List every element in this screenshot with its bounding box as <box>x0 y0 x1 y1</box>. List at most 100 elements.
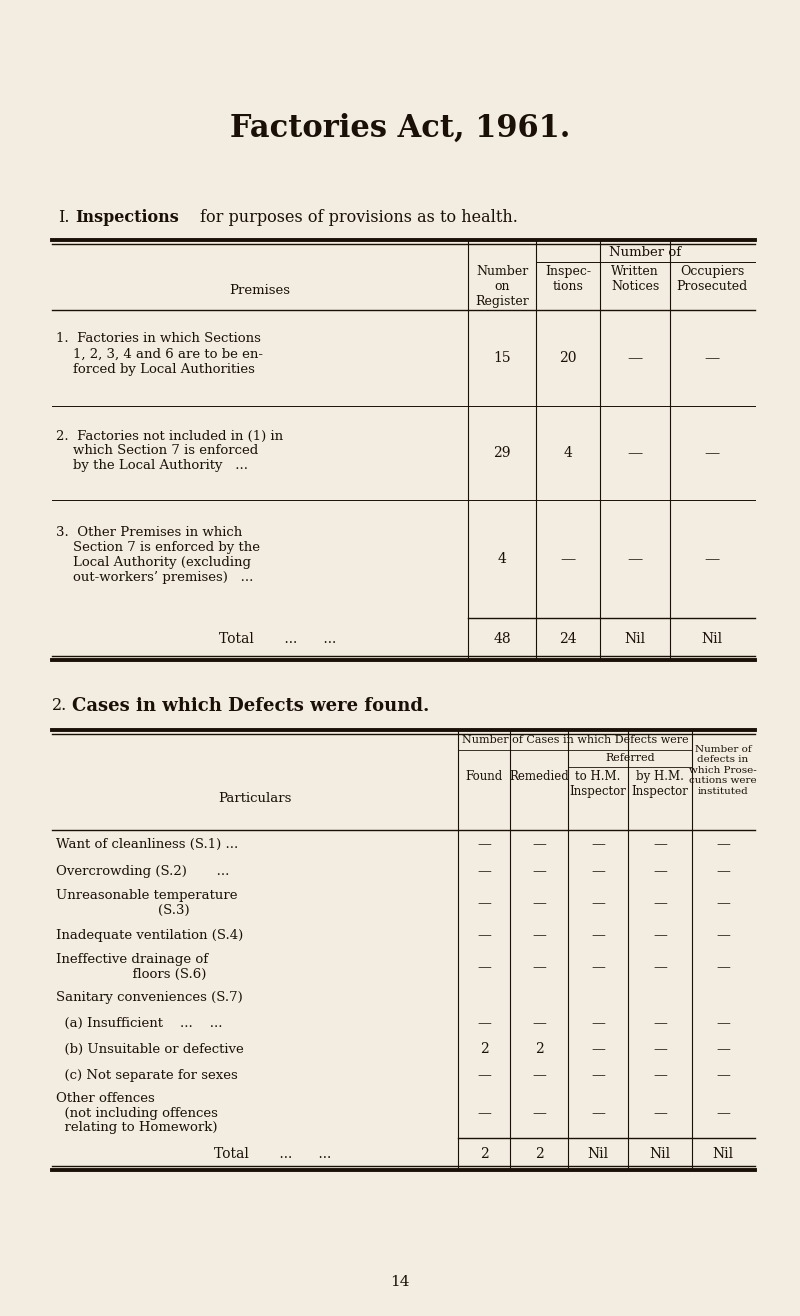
Text: I.: I. <box>58 209 70 226</box>
Text: —: — <box>477 928 491 942</box>
Text: 1.  Factories in which Sections
    1, 2, 3, 4 and 6 are to be en-
    forced by: 1. Factories in which Sections 1, 2, 3, … <box>56 333 263 375</box>
Text: —: — <box>591 1016 605 1030</box>
Text: —: — <box>591 1105 605 1120</box>
Text: —: — <box>591 1042 605 1055</box>
Text: —: — <box>653 1042 667 1055</box>
Text: by H.M.
Inspector: by H.M. Inspector <box>631 770 689 797</box>
Text: Inspections: Inspections <box>75 209 178 226</box>
Text: 48: 48 <box>493 632 511 646</box>
Text: —: — <box>653 837 667 851</box>
Text: —: — <box>532 1105 546 1120</box>
Text: Number
on
Register: Number on Register <box>475 265 529 308</box>
Text: for purposes of provisions as to health.: for purposes of provisions as to health. <box>200 209 518 226</box>
Text: Total       ...      ...: Total ... ... <box>214 1148 332 1161</box>
Text: Nil: Nil <box>702 632 722 646</box>
Text: —: — <box>532 959 546 974</box>
Text: 2: 2 <box>534 1042 543 1055</box>
Text: Ineffective drainage of
                  floors (S.6): Ineffective drainage of floors (S.6) <box>56 953 208 980</box>
Text: Written
Notices: Written Notices <box>611 265 659 293</box>
Text: —: — <box>477 1016 491 1030</box>
Text: —: — <box>653 896 667 909</box>
Text: Sanitary conveniences (S.7): Sanitary conveniences (S.7) <box>56 991 242 1004</box>
Text: —: — <box>653 959 667 974</box>
Text: Want of cleanliness (S.1) ...: Want of cleanliness (S.1) ... <box>56 837 238 850</box>
Text: —: — <box>716 837 730 851</box>
Text: Number of: Number of <box>609 246 681 258</box>
Text: —: — <box>704 551 720 566</box>
Text: —: — <box>716 1016 730 1030</box>
Text: —: — <box>653 928 667 942</box>
Text: 20: 20 <box>559 351 577 365</box>
Text: —: — <box>716 1105 730 1120</box>
Text: Occupiers
Prosecuted: Occupiers Prosecuted <box>676 265 748 293</box>
Text: 14: 14 <box>390 1275 410 1288</box>
Text: to H.M.
Inspector: to H.M. Inspector <box>570 770 626 797</box>
Text: 3.  Other Premises in which
    Section 7 is enforced by the
    Local Authority: 3. Other Premises in which Section 7 is … <box>56 526 260 584</box>
Text: —: — <box>704 351 720 365</box>
Text: 2.  Factories not included in (1) in
    which Section 7 is enforced
    by the : 2. Factories not included in (1) in whic… <box>56 429 283 472</box>
Text: —: — <box>532 896 546 909</box>
Text: Unreasonable temperature
                        (S.3): Unreasonable temperature (S.3) <box>56 890 238 917</box>
Text: —: — <box>477 959 491 974</box>
Text: Nil: Nil <box>650 1148 670 1161</box>
Text: 2: 2 <box>480 1042 488 1055</box>
Text: —: — <box>477 1069 491 1082</box>
Text: —: — <box>591 959 605 974</box>
Text: 4: 4 <box>498 551 506 566</box>
Text: —: — <box>477 865 491 878</box>
Text: —: — <box>532 837 546 851</box>
Text: —: — <box>653 865 667 878</box>
Text: —: — <box>716 1069 730 1082</box>
Text: —: — <box>627 446 642 461</box>
Text: —: — <box>532 865 546 878</box>
Text: Total       ...      ...: Total ... ... <box>219 632 337 646</box>
Text: —: — <box>627 551 642 566</box>
Text: —: — <box>477 837 491 851</box>
Text: —: — <box>591 865 605 878</box>
Text: Found: Found <box>466 770 502 783</box>
Text: —: — <box>591 896 605 909</box>
Text: —: — <box>532 1016 546 1030</box>
Text: —: — <box>653 1069 667 1082</box>
Text: —: — <box>627 351 642 365</box>
Text: 2: 2 <box>480 1148 488 1161</box>
Text: 24: 24 <box>559 632 577 646</box>
Text: —: — <box>704 446 720 461</box>
Text: Nil: Nil <box>625 632 646 646</box>
Text: 4: 4 <box>563 446 573 461</box>
Text: 2: 2 <box>534 1148 543 1161</box>
Text: (c) Not separate for sexes: (c) Not separate for sexes <box>56 1069 238 1082</box>
Text: —: — <box>653 1105 667 1120</box>
Text: Inspec-
tions: Inspec- tions <box>545 265 591 293</box>
Text: (a) Insufficient    ...    ...: (a) Insufficient ... ... <box>56 1016 222 1029</box>
Text: —: — <box>716 1042 730 1055</box>
Text: Factories Act, 1961.: Factories Act, 1961. <box>230 112 570 143</box>
Text: (b) Unsuitable or defective: (b) Unsuitable or defective <box>56 1042 244 1055</box>
Text: Nil: Nil <box>713 1148 734 1161</box>
Text: Particulars: Particulars <box>218 791 292 804</box>
Text: 15: 15 <box>493 351 511 365</box>
Text: 29: 29 <box>494 446 510 461</box>
Text: —: — <box>477 1105 491 1120</box>
Text: —: — <box>591 837 605 851</box>
Text: Number of
defects in
which Prose-
cutions were
instituted: Number of defects in which Prose- cution… <box>689 745 757 796</box>
Text: Premises: Premises <box>230 283 290 296</box>
Text: Other offences
  (not including offences
  relating to Homework): Other offences (not including offences r… <box>56 1091 218 1134</box>
Text: —: — <box>716 959 730 974</box>
Text: Referred: Referred <box>605 753 655 763</box>
Text: —: — <box>591 1069 605 1082</box>
Text: Remedied: Remedied <box>509 770 569 783</box>
Text: —: — <box>532 1069 546 1082</box>
Text: —: — <box>716 928 730 942</box>
Text: —: — <box>477 896 491 909</box>
Text: —: — <box>560 551 576 566</box>
Text: —: — <box>716 865 730 878</box>
Text: Inadequate ventilation (S.4): Inadequate ventilation (S.4) <box>56 929 243 941</box>
Text: —: — <box>532 928 546 942</box>
Text: Nil: Nil <box>587 1148 609 1161</box>
Text: Overcrowding (S.2)       ...: Overcrowding (S.2) ... <box>56 865 230 878</box>
Text: —: — <box>716 896 730 909</box>
Text: —: — <box>591 928 605 942</box>
Text: —: — <box>653 1016 667 1030</box>
Text: 2.: 2. <box>52 697 67 715</box>
